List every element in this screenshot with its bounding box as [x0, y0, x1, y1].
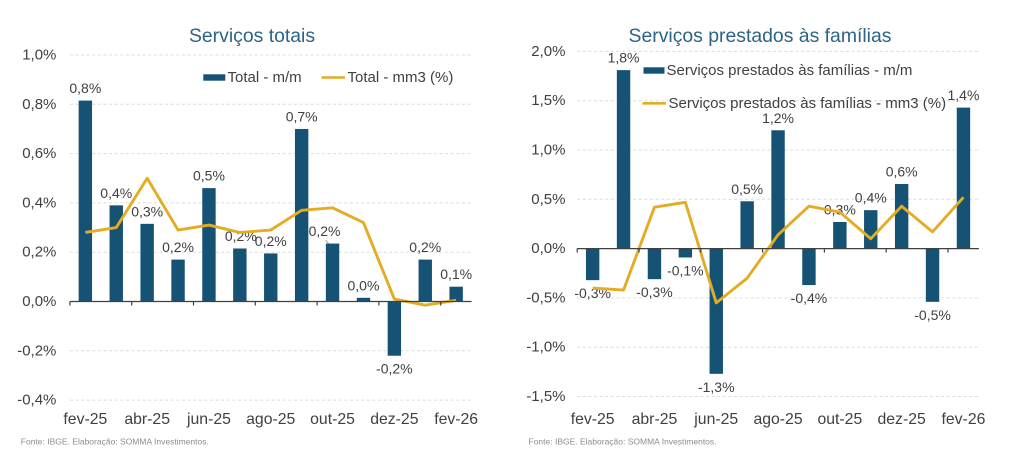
svg-text:-1,0%: -1,0% — [526, 339, 565, 356]
svg-text:1,5%: 1,5% — [531, 92, 565, 109]
svg-text:Fonte: IBGE. Elaboração: SOMMA: Fonte: IBGE. Elaboração: SOMMA Investime… — [529, 437, 717, 447]
svg-text:1,0%: 1,0% — [531, 142, 565, 159]
svg-text:out-25: out-25 — [817, 411, 862, 428]
svg-text:0,4%: 0,4% — [100, 185, 132, 201]
svg-text:-0,3%: -0,3% — [636, 284, 673, 300]
svg-text:-1,5%: -1,5% — [526, 388, 565, 405]
svg-text:jun-25: jun-25 — [693, 411, 738, 428]
svg-text:0,3%: 0,3% — [131, 203, 163, 219]
svg-text:Total - mm3 (%): Total - mm3 (%) — [348, 69, 454, 86]
svg-text:0,5%: 0,5% — [193, 168, 225, 184]
svg-text:ago-25: ago-25 — [246, 411, 295, 428]
svg-text:-1,3%: -1,3% — [698, 379, 735, 395]
svg-text:abr-25: abr-25 — [124, 411, 170, 428]
svg-text:0,4%: 0,4% — [22, 194, 56, 211]
svg-text:-0,5%: -0,5% — [526, 289, 565, 306]
svg-text:jun-25: jun-25 — [186, 411, 231, 428]
svg-text:0,0%: 0,0% — [22, 293, 56, 310]
svg-text:dez-25: dez-25 — [877, 411, 926, 428]
svg-text:fev-26: fev-26 — [941, 411, 985, 428]
svg-text:0,6%: 0,6% — [886, 164, 918, 180]
svg-text:-0,2%: -0,2% — [17, 342, 56, 359]
svg-text:0,0%: 0,0% — [531, 240, 565, 257]
svg-text:1,8%: 1,8% — [608, 50, 640, 66]
svg-text:-0,2%: -0,2% — [376, 361, 413, 377]
svg-text:0,2%: 0,2% — [255, 233, 287, 249]
svg-text:0,2%: 0,2% — [22, 244, 56, 261]
svg-text:1,2%: 1,2% — [762, 110, 794, 126]
svg-text:Serviços totais: Serviços totais — [189, 25, 315, 47]
svg-text:0,1%: 0,1% — [440, 266, 472, 282]
svg-text:Serviços prestados às famílias: Serviços prestados às famílias - m/m — [667, 62, 913, 79]
svg-text:fev-26: fev-26 — [434, 411, 478, 428]
svg-text:fev-25: fev-25 — [571, 411, 615, 428]
svg-text:0,2%: 0,2% — [162, 239, 194, 255]
svg-text:1,4%: 1,4% — [947, 87, 979, 103]
svg-text:0,8%: 0,8% — [69, 80, 101, 96]
svg-text:Serviços prestados às famílias: Serviços prestados às famílias - mm3 (%) — [669, 95, 947, 112]
svg-text:-0,4%: -0,4% — [17, 392, 56, 409]
svg-text:Fonte: IBGE. Elaboração: SOMMA: Fonte: IBGE. Elaboração: SOMMA Investime… — [21, 437, 209, 447]
svg-text:0,0%: 0,0% — [347, 277, 379, 293]
svg-text:0,4%: 0,4% — [855, 190, 887, 206]
svg-text:1,0%: 1,0% — [22, 47, 56, 64]
svg-text:Total - m/m: Total - m/m — [228, 69, 302, 86]
svg-text:-0,1%: -0,1% — [667, 262, 704, 278]
svg-text:2,0%: 2,0% — [531, 43, 565, 60]
svg-text:Serviços prestados às famílias: Serviços prestados às famílias — [629, 25, 892, 47]
svg-text:-0,5%: -0,5% — [914, 307, 951, 323]
svg-text:fev-25: fev-25 — [63, 411, 107, 428]
svg-text:-0,4%: -0,4% — [791, 290, 828, 306]
svg-text:0,6%: 0,6% — [22, 145, 56, 162]
svg-text:0,5%: 0,5% — [731, 181, 763, 197]
svg-text:0,3%: 0,3% — [824, 201, 856, 217]
svg-text:out-25: out-25 — [310, 411, 355, 428]
svg-text:0,2%: 0,2% — [409, 239, 441, 255]
svg-text:0,5%: 0,5% — [531, 191, 565, 208]
svg-text:0,2%: 0,2% — [309, 223, 341, 239]
svg-text:abr-25: abr-25 — [632, 411, 678, 428]
svg-text:dez-25: dez-25 — [370, 411, 419, 428]
svg-text:ago-25: ago-25 — [753, 411, 802, 428]
svg-text:0,7%: 0,7% — [286, 108, 318, 124]
svg-text:0,8%: 0,8% — [22, 96, 56, 113]
